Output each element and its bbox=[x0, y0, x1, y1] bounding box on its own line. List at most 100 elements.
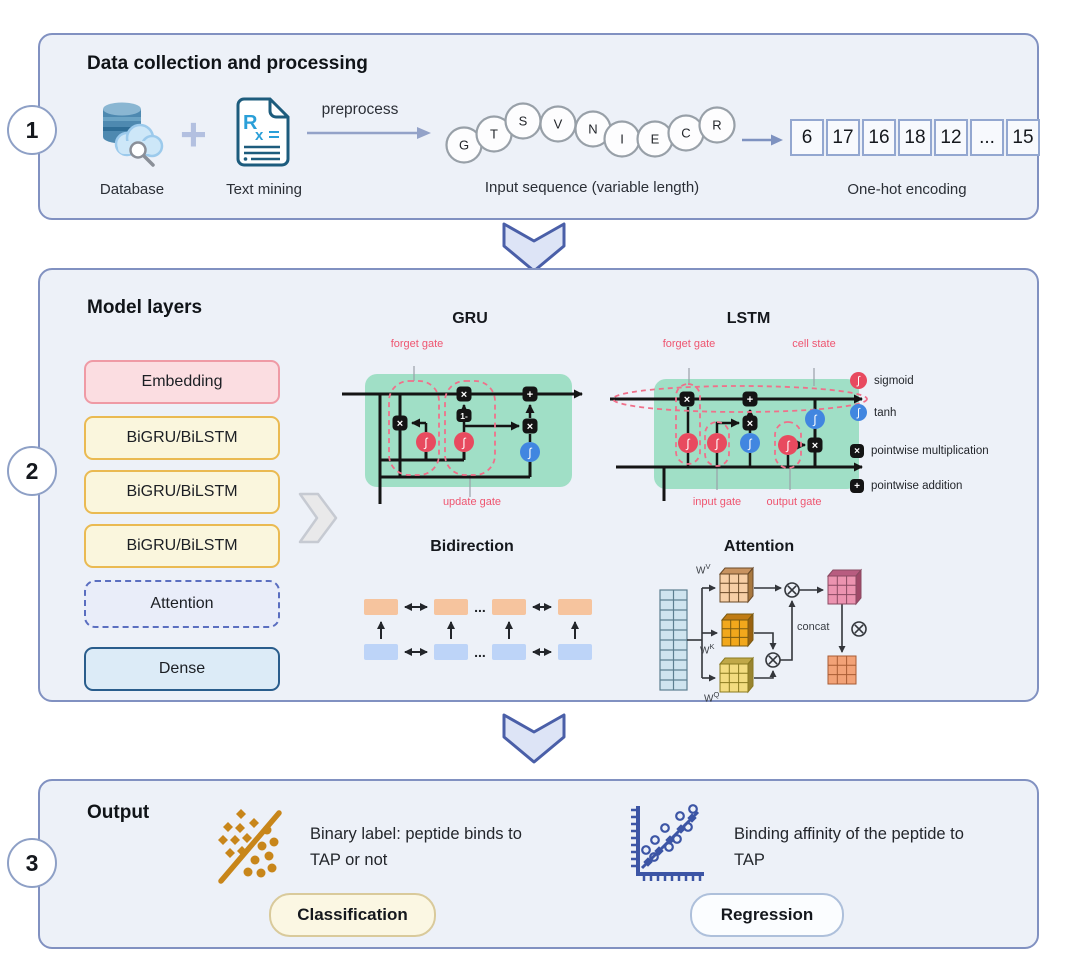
w-key-label: WK bbox=[700, 642, 715, 657]
pointwise-multiplication-gate: × bbox=[522, 418, 538, 434]
onehot-cell: 17 bbox=[826, 119, 860, 156]
svg-text:∫: ∫ bbox=[785, 439, 790, 453]
pointwise-multiplication-gate: × bbox=[392, 415, 408, 431]
classification-scatter-icon bbox=[218, 809, 282, 884]
legend-sigmoid-label: sigmoid bbox=[874, 374, 914, 387]
svg-text:C: C bbox=[681, 126, 690, 141]
svg-text:∫: ∫ bbox=[747, 437, 752, 451]
pointwise-addition-gate: + bbox=[742, 391, 758, 407]
sigmoid-node: ∫ bbox=[707, 433, 727, 453]
bidirection-title: Bidirection bbox=[430, 538, 514, 555]
forget-gate-outline bbox=[675, 383, 701, 465]
onehot-cell: 15 bbox=[1006, 119, 1040, 156]
svg-text:×: × bbox=[527, 421, 533, 433]
lstm-cell-state-label: cell state bbox=[792, 338, 836, 350]
layer-bigru-bilstm-1: BiGRU/BiLSTM bbox=[84, 416, 280, 460]
svg-text:+: + bbox=[747, 394, 753, 406]
matmul-operator bbox=[851, 621, 867, 637]
svg-text:×: × bbox=[461, 389, 467, 401]
pointwise-addition-icon: + bbox=[850, 479, 864, 493]
input-gate-outline bbox=[704, 421, 730, 467]
svg-text:∫: ∫ bbox=[423, 436, 428, 450]
magnifier-icon bbox=[129, 141, 155, 167]
step-number-3: 3 bbox=[7, 838, 57, 888]
lstm-output-gate-label: output gate bbox=[766, 496, 822, 508]
plus-sign: + bbox=[180, 108, 207, 160]
step-number-2-text: 2 bbox=[25, 457, 39, 484]
regression-scatter-icon bbox=[631, 804, 704, 881]
svg-text:R: R bbox=[243, 112, 258, 134]
pointwise-addition-gate: + bbox=[522, 386, 538, 402]
legend-multiplication-label: pointwise multiplication bbox=[871, 445, 989, 457]
svg-text:I: I bbox=[620, 132, 624, 147]
svg-text:N: N bbox=[588, 122, 597, 137]
gru-update-gate-label: update gate bbox=[442, 496, 502, 508]
backward-cells bbox=[364, 644, 592, 660]
step-number-2: 2 bbox=[7, 446, 57, 496]
legend-pointwise-multiplication: × pointwise multiplication bbox=[850, 444, 989, 458]
text-mining-label: Text mining bbox=[226, 181, 302, 198]
right-chevron-icon bbox=[298, 492, 338, 544]
section1-title: Data collection and processing bbox=[87, 53, 368, 74]
section-model-layers: Model layers Embedding BiGRU/BiLSTM BiGR… bbox=[38, 268, 1039, 704]
svg-text:∫: ∫ bbox=[685, 437, 690, 451]
sequence-bead: I bbox=[603, 120, 641, 158]
pointwise-multiplication-gate: × bbox=[742, 415, 758, 431]
cell-state-outline bbox=[612, 385, 868, 413]
bidirection-svg: ... ... bbox=[364, 599, 592, 660]
lstm-diagram: LSTM forget gate cell state bbox=[610, 300, 900, 525]
svg-text:×: × bbox=[812, 440, 818, 452]
svg-text:×: × bbox=[747, 418, 753, 430]
database-label: Database bbox=[99, 181, 165, 198]
svg-text:∫: ∫ bbox=[812, 413, 817, 427]
sequence-to-onehot-arrow-icon bbox=[742, 134, 783, 146]
tanh-node: ∫ bbox=[805, 409, 825, 429]
svg-text:+: + bbox=[527, 389, 533, 401]
key-matrix-cube bbox=[720, 612, 755, 648]
tanh-node: ∫ bbox=[520, 442, 540, 462]
attention-svg bbox=[659, 566, 867, 694]
section-output: Output Binary label: peptide binds to TA… bbox=[38, 779, 1039, 949]
onehot-cell: 18 bbox=[898, 119, 932, 156]
lstm-input-gate-label: input gate bbox=[692, 496, 742, 508]
onehot-cell: ... bbox=[970, 119, 1004, 156]
legend-addition-label: pointwise addition bbox=[871, 480, 963, 492]
dots-bottom: ... bbox=[474, 644, 486, 660]
input-sequence-label: Input sequence (variable length) bbox=[484, 179, 700, 196]
section-data-collection: Data collection and processing Database … bbox=[38, 33, 1040, 220]
step-number-3-text: 3 bbox=[25, 849, 39, 876]
input-sequence-chain: G T S V N I E bbox=[445, 102, 736, 164]
query-matrix-cube bbox=[718, 656, 755, 694]
svg-text:G: G bbox=[459, 138, 469, 153]
legend-tanh: ∫ tanh bbox=[850, 404, 896, 421]
onehot-encoding-row: 6 17 16 18 12 ... 15 bbox=[790, 119, 1040, 156]
svg-text:∫: ∫ bbox=[461, 436, 466, 450]
text-mining-icon: R x bbox=[236, 97, 290, 167]
output-matrix bbox=[827, 655, 857, 685]
sigmoid-node: ∫ bbox=[678, 433, 698, 453]
update-gate-outline bbox=[444, 380, 496, 476]
matmul-operator bbox=[784, 582, 800, 598]
down-chevron-icon bbox=[502, 713, 566, 764]
score-matrix-cube bbox=[826, 568, 863, 606]
preprocess-arrow-icon bbox=[307, 127, 431, 139]
value-matrix-cube bbox=[718, 566, 755, 604]
preprocess-label: preprocess bbox=[321, 101, 399, 118]
w-query-label: WQ bbox=[704, 690, 720, 705]
attention-diagram: Attention bbox=[642, 532, 942, 704]
layer-bigru-bilstm-3: BiGRU/BiLSTM bbox=[84, 524, 280, 568]
lstm-forget-gate-label: forget gate bbox=[662, 338, 716, 350]
sigmoid-node: ∫ bbox=[416, 432, 436, 452]
gru-diagram: GRU forget gate bbox=[342, 300, 602, 525]
pointwise-multiplication-gate: × bbox=[456, 386, 472, 402]
svg-text:×: × bbox=[397, 418, 403, 430]
sequence-bead: V bbox=[539, 105, 577, 143]
svg-text:E: E bbox=[651, 132, 660, 147]
one-minus-gate: 1- bbox=[456, 409, 472, 422]
legend-sigmoid: ∫ sigmoid bbox=[850, 372, 914, 389]
dots-top: ... bbox=[474, 599, 486, 615]
sigmoid-icon: ∫ bbox=[850, 372, 867, 389]
svg-text:∫: ∫ bbox=[527, 446, 532, 460]
tanh-node: ∫ bbox=[740, 433, 760, 453]
onehot-label: One-hot encoding bbox=[847, 181, 967, 198]
